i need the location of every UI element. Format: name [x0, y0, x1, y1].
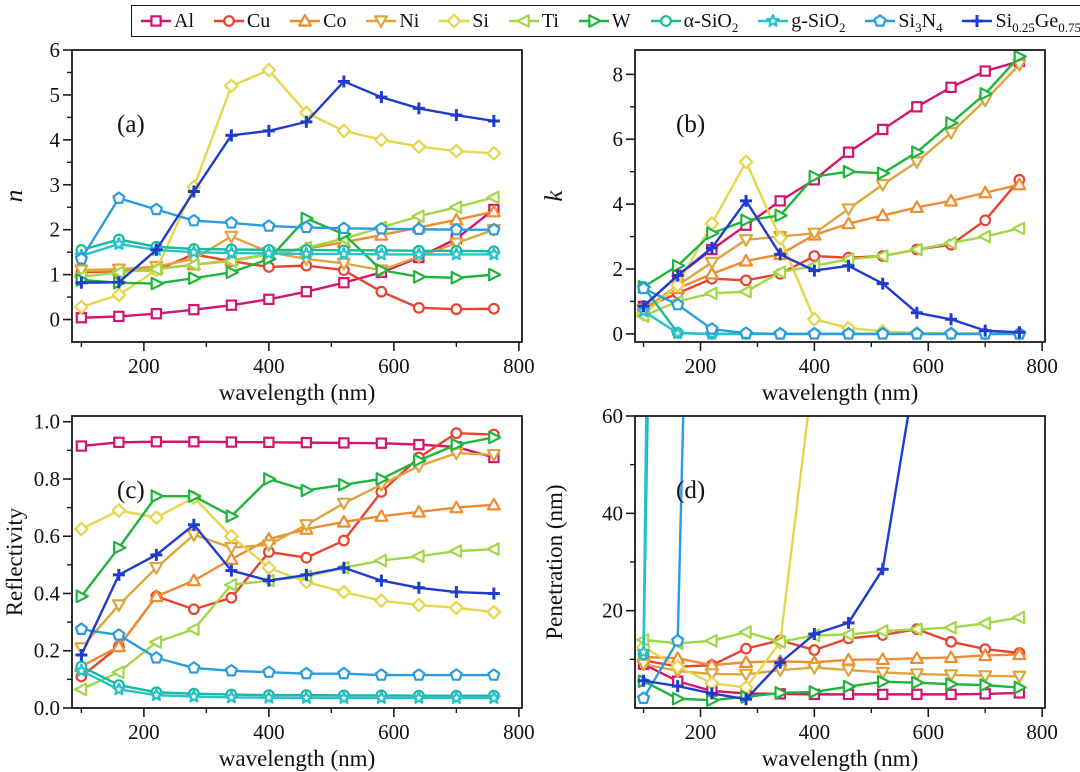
svg-text:800: 800: [503, 354, 535, 378]
gsio2-legend-marker-icon: [758, 13, 789, 27]
legend-label-asio2: α-SiO2: [683, 10, 739, 35]
svg-text:2: 2: [50, 218, 61, 242]
svg-text:0.4: 0.4: [34, 581, 61, 605]
si-legend-marker-icon: [439, 13, 470, 29]
svg-text:6: 6: [50, 38, 61, 62]
svg-text:200: 200: [128, 720, 160, 744]
panel-b-chart: 200 400 600 800 0 2 4 6 8 wavelength (nm) k (b): [541, 49, 1058, 405]
svg-text:1.0: 1.0: [34, 410, 60, 434]
legend-label-ti: Ti: [541, 10, 559, 32]
legend-label-al: Al: [174, 10, 194, 32]
svg-text:0.2: 0.2: [34, 639, 60, 663]
svg-text:200: 200: [128, 354, 160, 378]
svg-text:800: 800: [503, 720, 535, 744]
panel-a-chart: 200 400 600 800 0 1 2 3 4 5 6 wavelength (nm) n (a): [1, 38, 535, 405]
svg-text:600: 600: [378, 720, 410, 744]
svg-text:1: 1: [50, 263, 61, 287]
legend-item-asio2: α-SiO2: [650, 10, 739, 35]
legend-item-ti: Ti: [508, 11, 559, 31]
svg-text:400: 400: [799, 720, 831, 744]
svg-text:4: 4: [613, 192, 624, 216]
cu-legend-marker-icon: [213, 15, 244, 27]
ni-legend-marker-icon: [366, 15, 397, 28]
svg-text:400: 400: [253, 354, 285, 378]
svg-text:200: 200: [685, 354, 717, 378]
legend-label-cu: Cu: [246, 10, 271, 32]
svg-text:20: 20: [602, 599, 623, 623]
legend-label-sige: Si0.25Ge0.75: [995, 10, 1080, 35]
legend-label-si: Si: [472, 10, 489, 32]
svg-text:0: 0: [613, 322, 624, 346]
co-legend-marker-icon: [290, 13, 321, 27]
svg-text:600: 600: [913, 354, 945, 378]
svg-text:wavelength (nm): wavelength (nm): [762, 746, 918, 771]
svg-text:600: 600: [913, 720, 945, 744]
legend-label-ni: Ni: [399, 10, 420, 32]
svg-text:wavelength (nm): wavelength (nm): [762, 380, 918, 405]
w-legend-marker-icon: [578, 14, 609, 28]
legend-item-si3n4: Si3N4: [864, 10, 943, 35]
svg-text:0: 0: [50, 308, 61, 332]
svg-text:Penetration (nm): Penetration (nm): [542, 484, 567, 639]
svg-text:40: 40: [602, 501, 623, 525]
svg-text:n: n: [1, 190, 28, 203]
ti-legend-marker-icon: [508, 14, 539, 28]
svg-text:600: 600: [378, 354, 410, 378]
svg-text:k: k: [541, 190, 568, 202]
svg-text:3: 3: [50, 173, 61, 197]
svg-text:400: 400: [799, 354, 831, 378]
al-legend-marker-icon: [141, 15, 171, 27]
svg-text:Reflectivity: Reflectivity: [2, 507, 27, 616]
svg-text:(d): (d): [676, 477, 705, 504]
svg-text:60: 60: [602, 404, 623, 428]
svg-text:0.6: 0.6: [34, 524, 60, 548]
legend-label-gsio2: g-SiO2: [791, 10, 846, 35]
legend-item-co: Co: [289, 11, 346, 31]
svg-text:wavelength (nm): wavelength (nm): [219, 380, 375, 405]
svg-text:(b): (b): [676, 111, 705, 138]
svg-text:wavelength (nm): wavelength (nm): [219, 746, 375, 771]
svg-text:800: 800: [1026, 720, 1058, 744]
legend-item-w: W: [578, 11, 631, 31]
panel-c-chart: 200 400 600 800 0.0 0.2 0.4 0.6 0.8 1.0 wavelength…: [2, 410, 535, 771]
svg-text:4: 4: [50, 128, 61, 152]
legend-label-si3n4: Si3N4: [898, 10, 943, 35]
svg-text:5: 5: [50, 83, 61, 107]
svg-text:8: 8: [613, 62, 624, 86]
svg-text:800: 800: [1026, 354, 1058, 378]
legend-item-sige: Si0.25Ge0.75: [961, 10, 1080, 35]
legend-item-al: Al: [140, 11, 194, 31]
legend-label-co: Co: [323, 10, 347, 32]
panel-d-chart: 200 400 600 800 20 40 60 wavelength (nm) Penetra…: [542, 404, 1058, 771]
legend-item-cu: Cu: [213, 11, 270, 31]
legend-item-ni: Ni: [365, 11, 419, 31]
svg-text:200: 200: [685, 720, 717, 744]
svg-text:(a): (a): [117, 111, 145, 138]
svg-text:(c): (c): [117, 477, 145, 504]
legend-item-gsio2: g-SiO2: [757, 10, 846, 35]
svg-text:0.0: 0.0: [34, 696, 60, 720]
legend-item-si: Si: [438, 11, 489, 31]
svg-text:6: 6: [613, 127, 624, 151]
svg-text:2: 2: [613, 257, 624, 281]
si3n4-legend-marker-icon: [865, 14, 896, 27]
asio2-legend-marker-icon: [650, 15, 681, 27]
legend-label-w: W: [611, 10, 631, 32]
svg-text:400: 400: [253, 720, 285, 744]
sige-legend-marker-icon: [962, 15, 993, 27]
svg-text:0.8: 0.8: [34, 467, 60, 491]
